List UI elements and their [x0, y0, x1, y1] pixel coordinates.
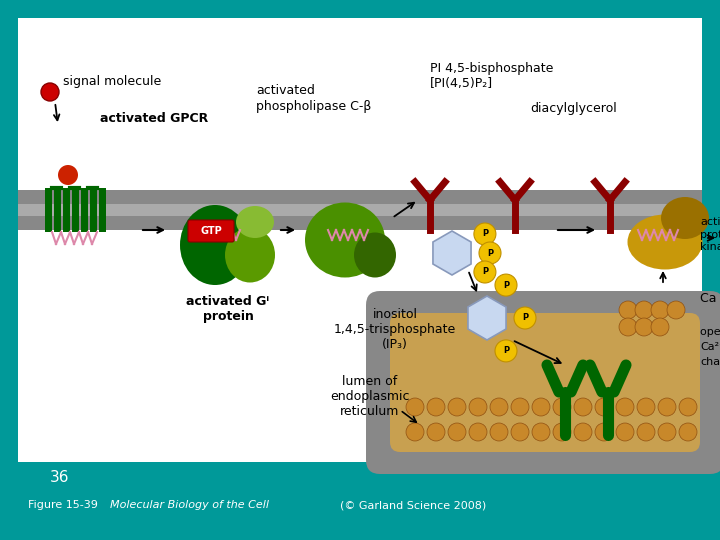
Text: GTP: GTP [200, 226, 222, 236]
FancyBboxPatch shape [188, 220, 234, 242]
Circle shape [490, 398, 508, 416]
Circle shape [406, 423, 424, 441]
Circle shape [474, 223, 496, 245]
Circle shape [616, 423, 634, 441]
Text: P: P [482, 230, 488, 239]
Text: activated GPCR: activated GPCR [100, 112, 208, 125]
Text: activated
phospholipase C-β: activated phospholipase C-β [256, 84, 372, 113]
Ellipse shape [225, 227, 275, 282]
Circle shape [448, 423, 466, 441]
Ellipse shape [354, 233, 396, 278]
Bar [81, 188, 88, 232]
Circle shape [532, 423, 550, 441]
Text: P: P [522, 314, 528, 322]
Circle shape [448, 398, 466, 416]
Circle shape [406, 398, 424, 416]
Circle shape [58, 165, 78, 185]
Ellipse shape [628, 214, 703, 269]
Circle shape [574, 423, 592, 441]
Polygon shape [468, 296, 506, 340]
Text: inositol: inositol [372, 308, 418, 321]
Circle shape [616, 398, 634, 416]
Text: protein: protein [202, 310, 253, 323]
Circle shape [427, 398, 445, 416]
Circle shape [553, 398, 571, 416]
Text: 36: 36 [50, 470, 70, 485]
Ellipse shape [180, 205, 250, 285]
Circle shape [495, 340, 517, 362]
Circle shape [651, 301, 669, 319]
Bar [72, 188, 79, 232]
Circle shape [595, 423, 613, 441]
Circle shape [667, 301, 685, 319]
Text: P: P [503, 281, 509, 289]
Bar [90, 188, 97, 232]
FancyBboxPatch shape [366, 291, 720, 474]
Circle shape [474, 261, 496, 283]
Text: P: P [487, 248, 493, 258]
Circle shape [619, 318, 637, 336]
Text: (© Garland Science 2008): (© Garland Science 2008) [340, 500, 486, 510]
Circle shape [595, 398, 613, 416]
Circle shape [427, 423, 445, 441]
Text: P: P [482, 267, 488, 276]
Circle shape [658, 423, 676, 441]
Text: reticulum: reticulum [341, 405, 400, 418]
Ellipse shape [305, 202, 385, 278]
Circle shape [532, 398, 550, 416]
Text: Molecular Biology of the Cell: Molecular Biology of the Cell [110, 500, 269, 510]
Circle shape [495, 274, 517, 296]
Circle shape [651, 318, 669, 336]
Circle shape [637, 398, 655, 416]
Circle shape [635, 301, 653, 319]
Text: endoplasmic: endoplasmic [330, 390, 410, 403]
Text: [PI(4,5)P₂]: [PI(4,5)P₂] [430, 77, 493, 90]
Circle shape [41, 83, 59, 101]
Polygon shape [433, 231, 471, 275]
Circle shape [658, 398, 676, 416]
Circle shape [679, 423, 697, 441]
FancyBboxPatch shape [390, 313, 700, 452]
Circle shape [619, 301, 637, 319]
Text: Figure 15-39: Figure 15-39 [28, 500, 98, 510]
Text: activated Gⁱ: activated Gⁱ [186, 295, 269, 308]
Text: (IP₃): (IP₃) [382, 338, 408, 351]
Text: PI 4,5-bisphosphate: PI 4,5-bisphosphate [430, 62, 554, 75]
Bar [45, 188, 52, 232]
Text: activated
protein
kinase C: activated protein kinase C [700, 217, 720, 252]
Text: Ca ²⁺: Ca ²⁺ [700, 292, 720, 305]
Circle shape [679, 398, 697, 416]
Circle shape [514, 307, 536, 329]
Text: Ca²⁺-release: Ca²⁺-release [700, 342, 720, 352]
Circle shape [511, 398, 529, 416]
Circle shape [490, 423, 508, 441]
Bar [18, 18, 702, 462]
Bar [99, 188, 106, 232]
Bar [63, 188, 70, 232]
Text: signal molecule: signal molecule [63, 75, 161, 88]
Text: channel: channel [700, 357, 720, 367]
Bar [18, 204, 702, 216]
Circle shape [469, 423, 487, 441]
Circle shape [637, 423, 655, 441]
Circle shape [469, 398, 487, 416]
Circle shape [635, 318, 653, 336]
Circle shape [479, 242, 501, 264]
Text: P: P [503, 346, 509, 355]
Circle shape [574, 398, 592, 416]
Bar [18, 190, 702, 230]
Text: open IP₃-gated: open IP₃-gated [700, 327, 720, 337]
Circle shape [553, 423, 571, 441]
Text: lumen of: lumen of [343, 375, 397, 388]
Ellipse shape [236, 206, 274, 238]
Bar [54, 188, 61, 232]
Text: 1,4,5-trisphosphate: 1,4,5-trisphosphate [334, 323, 456, 336]
Ellipse shape [661, 197, 709, 239]
Circle shape [511, 423, 529, 441]
Text: diacylglycerol: diacylglycerol [530, 102, 617, 115]
